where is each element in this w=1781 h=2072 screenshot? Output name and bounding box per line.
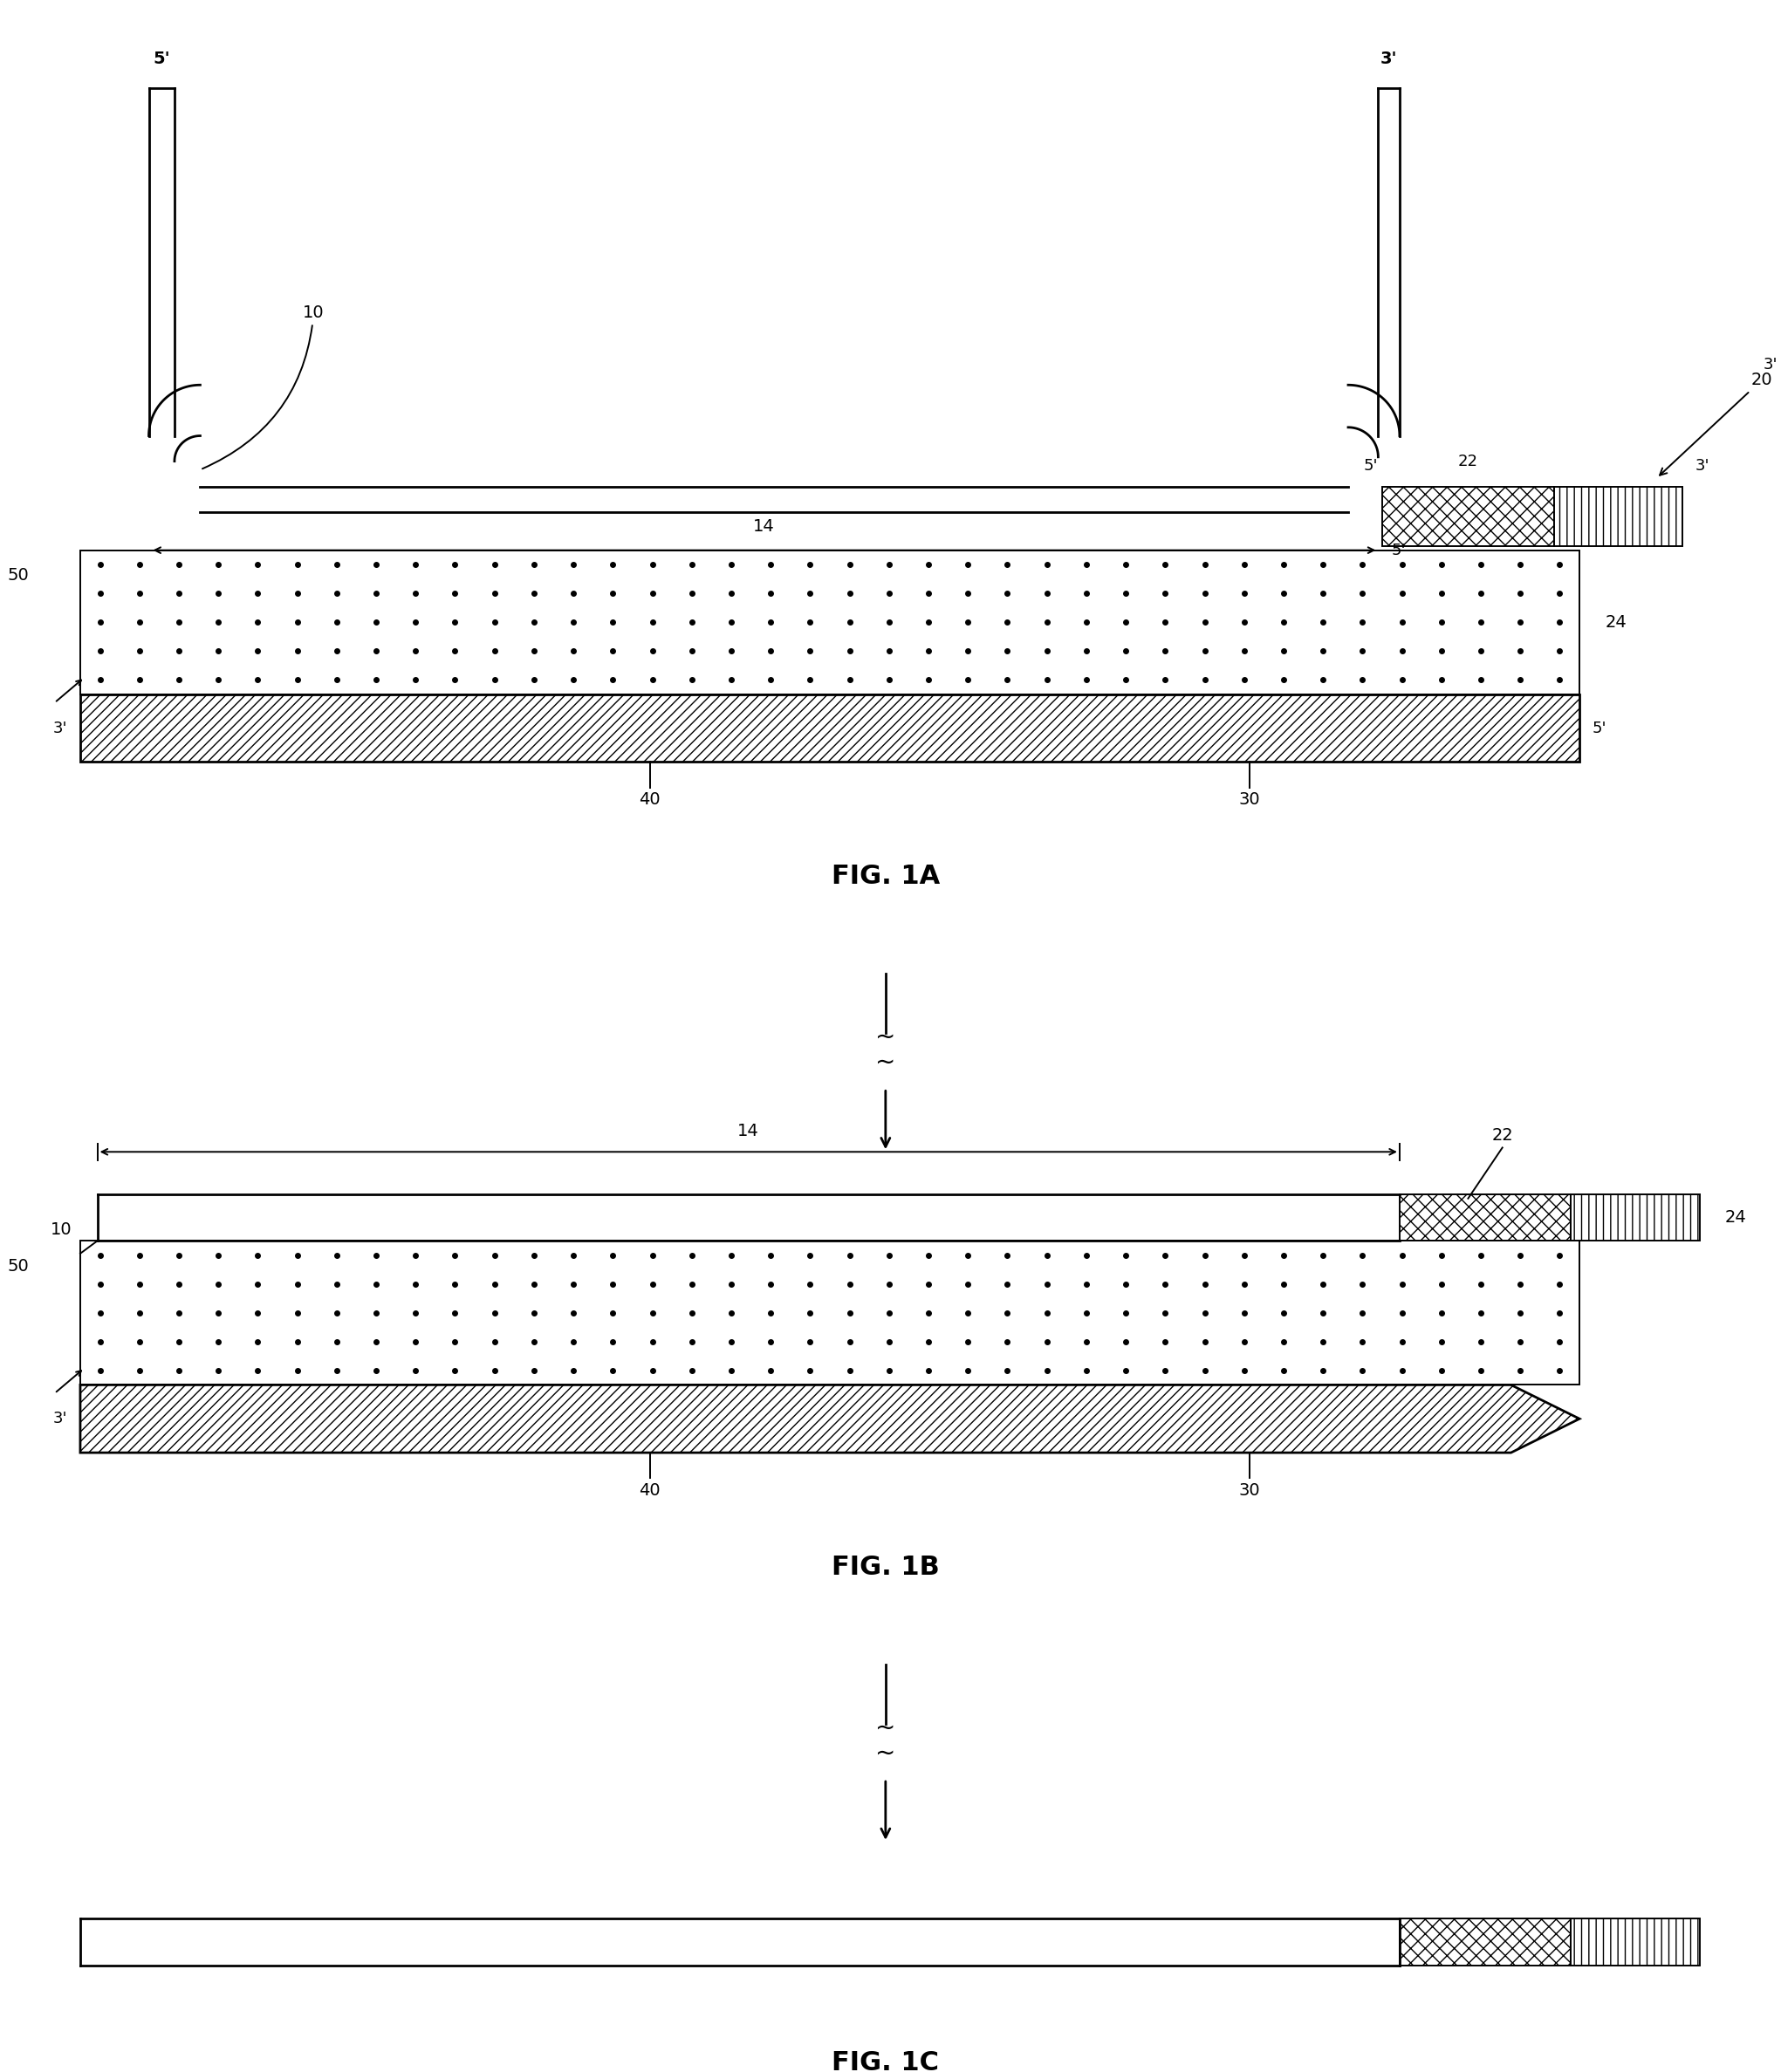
- Text: 3': 3': [1380, 50, 1396, 66]
- Text: 14: 14: [737, 1123, 759, 1140]
- Text: ~: ~: [874, 1740, 896, 1765]
- Bar: [1382, 487, 1553, 545]
- Text: 3': 3': [53, 721, 68, 736]
- Text: 10: 10: [50, 1222, 71, 1239]
- Text: 30: 30: [1240, 1481, 1261, 1498]
- Text: 30: 30: [1240, 792, 1261, 808]
- Text: 10: 10: [203, 305, 324, 468]
- Bar: [80, 551, 1580, 694]
- Text: 3': 3': [1696, 458, 1710, 474]
- Text: 24: 24: [1605, 613, 1626, 630]
- Text: 3': 3': [1763, 356, 1777, 373]
- Polygon shape: [80, 1384, 1580, 1452]
- Text: 22: 22: [1492, 1127, 1514, 1144]
- Text: ~: ~: [874, 1716, 896, 1740]
- Bar: [1553, 487, 1683, 545]
- Text: 5': 5': [1364, 458, 1378, 474]
- Text: 50: 50: [7, 568, 28, 584]
- Text: ~: ~: [874, 1051, 896, 1075]
- Text: FIG. 1C: FIG. 1C: [832, 2049, 939, 2072]
- Text: 24: 24: [1726, 1208, 1747, 1225]
- Text: 5': 5': [1391, 543, 1405, 557]
- Text: 14: 14: [753, 518, 775, 535]
- Text: ~: ~: [874, 1026, 896, 1048]
- Text: 22: 22: [1459, 454, 1478, 470]
- Bar: [80, 694, 1580, 762]
- Text: 50: 50: [7, 1258, 28, 1274]
- Text: 20: 20: [1660, 371, 1772, 474]
- Bar: [1571, 1193, 1699, 1241]
- Bar: [1400, 1919, 1571, 1966]
- Text: 5': 5': [1592, 721, 1606, 736]
- Bar: [1400, 1193, 1571, 1241]
- Bar: [80, 1241, 1580, 1384]
- Bar: [1571, 1919, 1699, 1966]
- Text: 40: 40: [639, 1481, 661, 1498]
- Text: 5': 5': [153, 50, 171, 66]
- Text: FIG. 1B: FIG. 1B: [832, 1554, 940, 1579]
- Text: 40: 40: [639, 792, 661, 808]
- Text: FIG. 1A: FIG. 1A: [832, 864, 940, 889]
- Text: 3': 3': [53, 1411, 68, 1428]
